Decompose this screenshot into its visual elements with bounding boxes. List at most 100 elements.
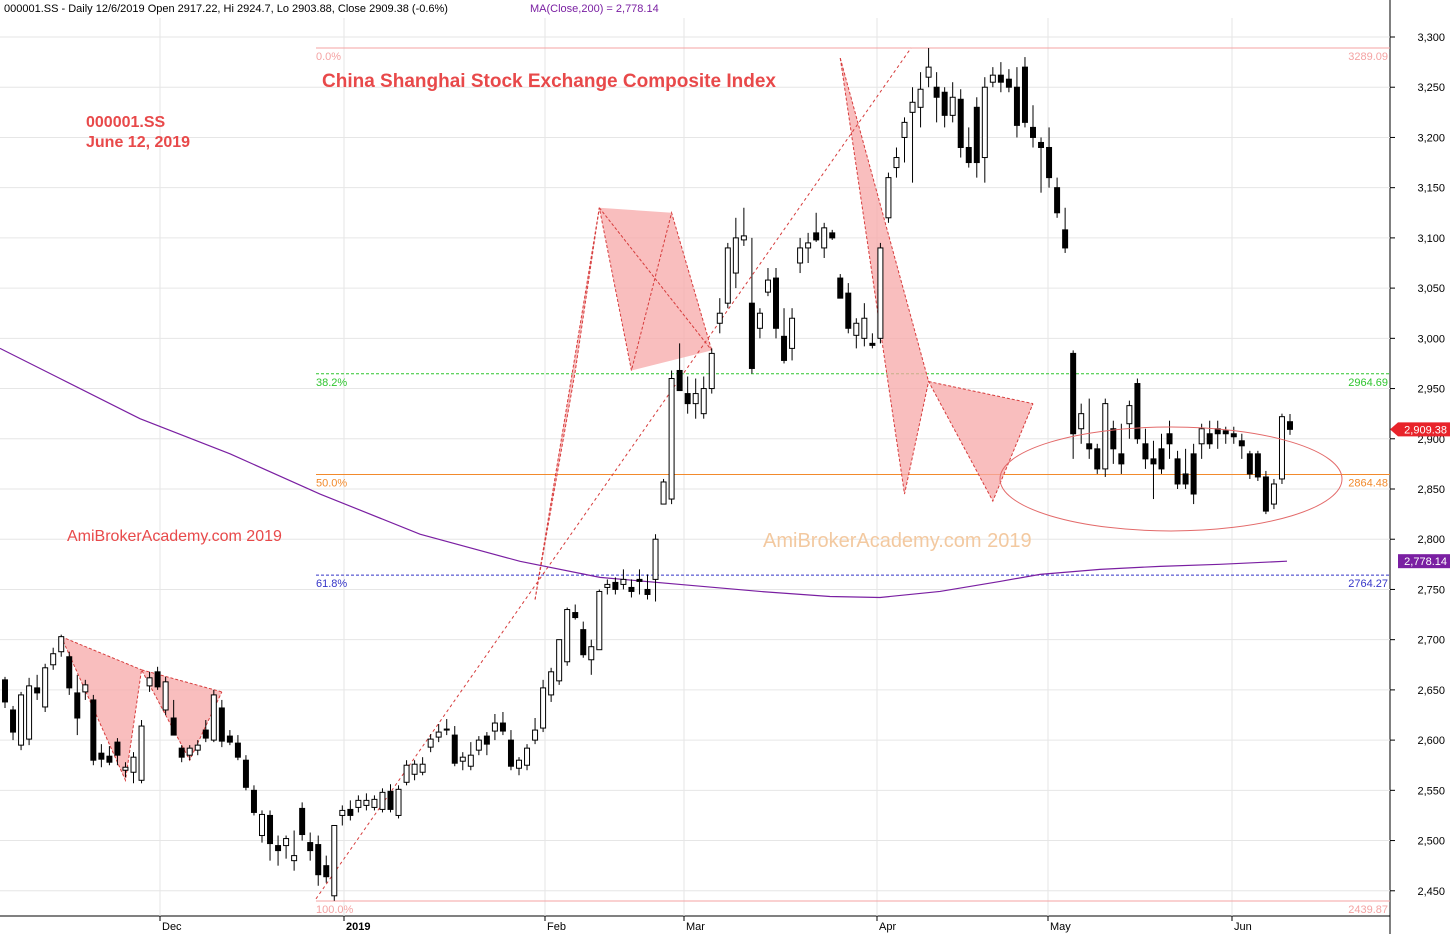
candle-body-up	[708, 352, 715, 390]
candle-body-down	[347, 808, 354, 816]
candle-body-up	[18, 694, 25, 746]
candle	[748, 237, 755, 374]
candle	[10, 705, 17, 741]
candle-body-down	[250, 789, 257, 813]
x-tick-label: Dec	[162, 921, 182, 933]
candle-body-down	[1246, 453, 1253, 475]
candle-body-up	[130, 756, 137, 773]
candle	[1182, 448, 1189, 489]
candle-body-up	[427, 738, 434, 748]
candle	[1070, 350, 1077, 459]
candle-body-down	[748, 302, 755, 369]
overlays	[999, 426, 1343, 532]
candle	[82, 679, 89, 700]
candle-body-up	[395, 788, 402, 816]
candle	[475, 736, 482, 756]
date-label: June 12, 2019	[86, 134, 190, 151]
pattern-triangle	[840, 58, 929, 495]
candle-body-up	[949, 96, 956, 116]
chart-title: China Shanghai Stock Exchange Composite …	[322, 71, 776, 92]
candle	[1005, 69, 1012, 93]
pattern-triangle	[599, 207, 672, 371]
candle-body-down	[644, 588, 651, 595]
pattern-outline	[60, 636, 223, 783]
candle-body-down	[1134, 383, 1141, 440]
candle	[813, 212, 820, 242]
candle-body-down	[957, 98, 964, 148]
candle-body-up	[596, 590, 603, 651]
candle	[499, 711, 506, 736]
candle	[74, 674, 81, 736]
candle	[821, 222, 828, 258]
candle	[1230, 426, 1237, 444]
candle-body-up	[668, 378, 675, 500]
candle	[98, 744, 105, 768]
y-tick-label: 2,500	[1417, 836, 1445, 848]
candle-body-down	[1038, 141, 1045, 148]
candle-body-down	[1238, 440, 1245, 447]
candle-body-down	[483, 735, 490, 745]
pattern-edge	[598, 207, 713, 351]
candle-body-down	[1046, 146, 1053, 179]
candle	[620, 569, 627, 590]
candle	[732, 217, 739, 289]
candle	[90, 694, 97, 766]
candle-body-down	[226, 735, 233, 743]
candle	[1262, 470, 1269, 515]
candle-body-down	[218, 707, 225, 742]
x-tick-label: 2019	[346, 921, 370, 933]
candle	[989, 67, 996, 88]
candle	[773, 268, 779, 339]
pattern-edge	[534, 207, 600, 600]
candle-body-down	[813, 232, 820, 241]
y-tick-label: 3,200	[1417, 132, 1445, 144]
candle	[845, 283, 852, 334]
candle-body-up	[716, 312, 723, 324]
candle	[981, 77, 988, 183]
pattern-triangle	[141, 669, 222, 761]
fib-label-left: 100.0%	[316, 904, 354, 916]
candle	[596, 589, 603, 651]
candle	[604, 579, 611, 595]
candle	[1166, 420, 1173, 459]
candle-body-up	[540, 687, 547, 729]
candle-body-down	[773, 277, 779, 329]
candle-body-up	[764, 279, 771, 293]
candle-body-up	[692, 393, 699, 405]
candle	[1102, 398, 1109, 477]
pattern-edge	[928, 381, 1034, 405]
y-tick-label: 3,300	[1417, 32, 1445, 44]
y-tick-label: 3,100	[1417, 233, 1445, 245]
candle	[1142, 428, 1149, 469]
candle-body-down	[154, 671, 161, 688]
candle	[740, 207, 747, 246]
candle-body-up	[1270, 483, 1277, 505]
candle-body-down	[837, 277, 844, 299]
candle	[114, 738, 121, 766]
candle	[861, 303, 868, 347]
candle-body-down	[781, 335, 788, 361]
candle-body-down	[106, 755, 113, 763]
candle	[1190, 443, 1197, 505]
x-tick-label: Jun	[1234, 921, 1252, 933]
y-tick-label: 2,750	[1417, 584, 1445, 596]
candle	[829, 229, 836, 240]
candle	[451, 726, 458, 767]
candle	[540, 679, 547, 733]
candle-body-up	[620, 578, 627, 585]
y-tick-label: 3,000	[1417, 333, 1445, 345]
candle	[756, 308, 763, 339]
candle	[1094, 443, 1101, 474]
candle-body-up	[548, 671, 555, 696]
candle-body-down	[242, 759, 249, 788]
candle-body-down	[684, 393, 691, 405]
candle-body-down	[1206, 433, 1213, 445]
candle-body-up	[403, 764, 410, 783]
y-tick-label: 2,700	[1417, 635, 1445, 647]
candle	[323, 855, 330, 883]
candle-body-down	[1086, 443, 1093, 450]
watermark-left: AmiBrokerAcademy.com 2019	[67, 528, 282, 545]
candle	[202, 720, 209, 743]
y-tick-label: 3,250	[1417, 82, 1445, 94]
